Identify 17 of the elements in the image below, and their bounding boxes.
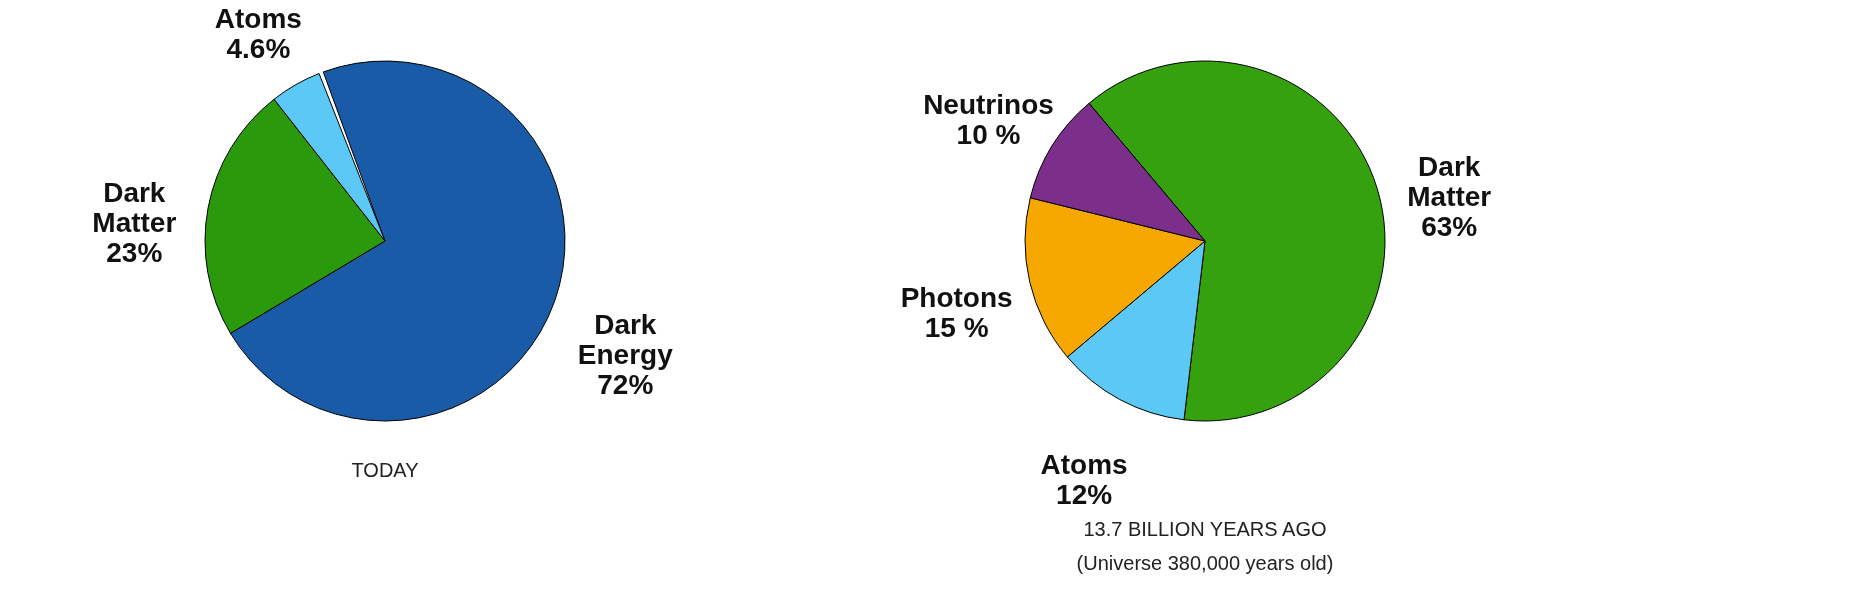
data-label: 63% bbox=[1421, 210, 1478, 242]
text: 13.7 BILLION YEARS AGO bbox=[1083, 517, 1327, 540]
data-label: 23% bbox=[106, 237, 163, 269]
data-label: 12% bbox=[1056, 478, 1113, 510]
data-label: 15 % bbox=[924, 311, 989, 343]
slice-label: Neutrinos bbox=[923, 89, 1054, 121]
slice-label: Photons bbox=[900, 281, 1013, 313]
data-label: 10 % bbox=[956, 119, 1021, 151]
slice-label: Atoms bbox=[214, 2, 302, 34]
text: (Universe 380,000 years old) bbox=[1076, 551, 1334, 574]
data-label: 4.6% bbox=[226, 32, 291, 64]
slice-label: Dark Matter bbox=[92, 177, 177, 239]
slice-label: Dark Matter bbox=[1407, 150, 1492, 212]
text: TODAY bbox=[351, 459, 419, 481]
slice-label: Atoms bbox=[1040, 448, 1128, 480]
data-label: 72% bbox=[597, 369, 654, 401]
slice-label: Dark Energy bbox=[577, 309, 674, 371]
